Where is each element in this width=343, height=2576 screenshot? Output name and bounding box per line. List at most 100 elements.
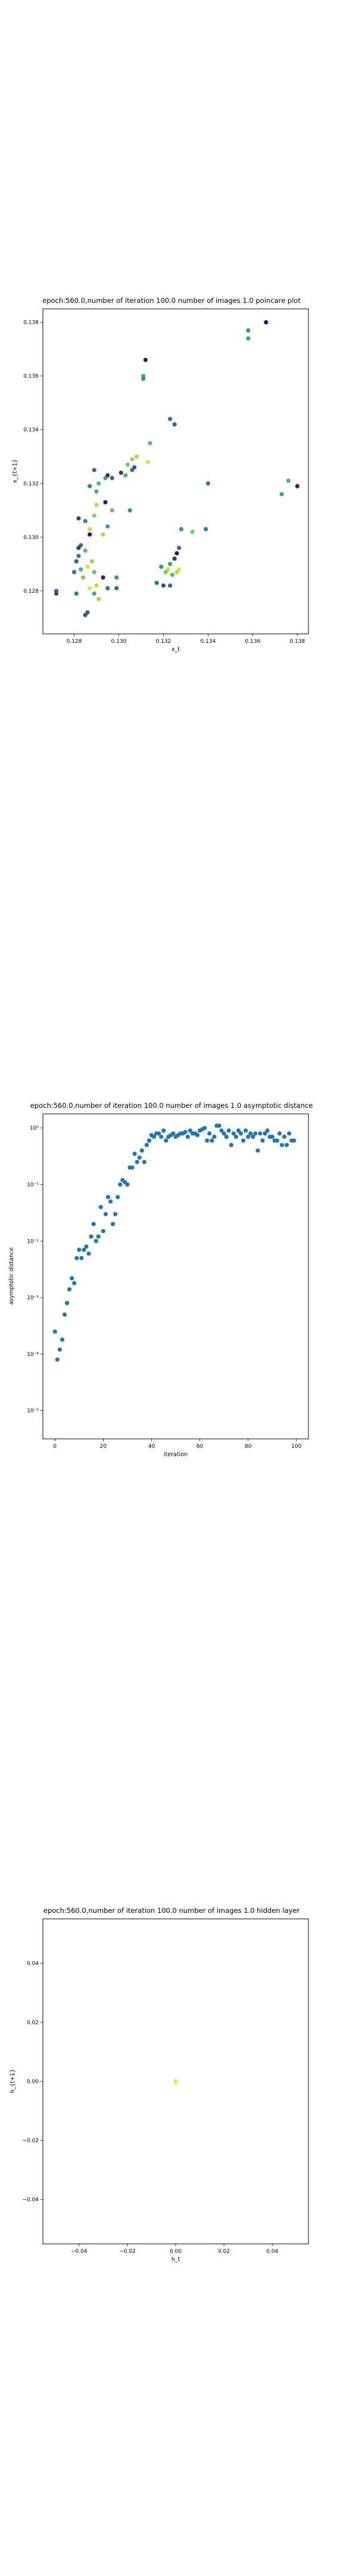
scatter-point <box>207 1131 212 1136</box>
scatter-point <box>114 586 119 591</box>
scatter-point <box>130 457 135 462</box>
scatter-point <box>202 1126 207 1131</box>
y-axis-label: asymptotic distance <box>8 1247 15 1305</box>
scatter-point <box>96 596 101 602</box>
scatter-point <box>292 1138 297 1143</box>
scatter-point <box>264 320 269 325</box>
scatter-point <box>163 569 168 575</box>
points <box>54 320 300 618</box>
scatter-point <box>246 328 251 333</box>
scatter-point <box>222 1131 226 1136</box>
x-tick-label: 0.128 <box>67 639 82 645</box>
y-tick-label: 10⁻⁵ <box>27 1408 39 1414</box>
y-ticks: 0.128 0.130 0.132 0.134 0.136 0.138 <box>23 320 43 595</box>
scatter-point <box>251 1134 255 1139</box>
scatter-point <box>219 1128 224 1133</box>
scatter-point <box>60 1337 65 1342</box>
x-tick-label: 0.138 <box>289 639 305 645</box>
scatter-point <box>258 1131 263 1136</box>
scatter-point <box>248 1131 253 1136</box>
scatter-point <box>55 1357 60 1362</box>
y-tick-label: −0.02 <box>22 2138 39 2144</box>
x-tick-label: 0.136 <box>245 639 260 645</box>
scatter-point <box>137 1155 142 1160</box>
x-tick-label: 80 <box>245 1444 252 1450</box>
scatter-point <box>132 1151 137 1156</box>
x-tick-label: 0.02 <box>218 2249 230 2255</box>
scatter-point <box>64 1301 70 1305</box>
scatter-point <box>238 1131 244 1136</box>
scatter-point <box>110 1222 116 1227</box>
x-tick-label: 100 <box>291 1444 301 1450</box>
x-tick-label: 0.04 <box>266 2249 278 2255</box>
scatter-point <box>134 454 139 459</box>
x-tick-label: −0.02 <box>119 2249 136 2255</box>
scatter-point <box>108 1199 113 1204</box>
scatter-point <box>148 441 152 445</box>
scatter-point <box>82 1247 86 1252</box>
scatter-point <box>143 357 148 363</box>
scatter-point <box>210 1138 214 1143</box>
scatter-point <box>89 559 95 564</box>
y-tick-label: 0.00 <box>27 2079 39 2085</box>
scatter-point <box>83 519 88 524</box>
plot-frame <box>42 308 309 634</box>
y-tick-label: 0.02 <box>27 2020 39 2026</box>
scatter-point <box>105 586 110 591</box>
points <box>173 2079 178 2084</box>
scatter-point <box>94 503 99 507</box>
scatter-point <box>226 1128 231 1133</box>
y-tick-label: −0.04 <box>22 2197 39 2203</box>
x-tick-label: 20 <box>100 1444 107 1450</box>
scatter-point <box>270 1134 275 1139</box>
y-tick-label: 10⁻² <box>27 1239 39 1244</box>
scatter-point <box>85 564 90 569</box>
x-tick-label: 0.134 <box>200 639 216 645</box>
scatter-point <box>101 575 105 580</box>
scatter-point <box>203 527 208 531</box>
scatter-point <box>118 1182 123 1187</box>
scatter-point <box>164 1138 169 1143</box>
poincare-plot: epoch:560.0,number of iteration 100.0 nu… <box>12 296 309 653</box>
scatter-point <box>177 567 182 572</box>
scatter-point <box>205 481 210 486</box>
scatter-point <box>263 1131 267 1136</box>
scatter-point <box>145 460 150 465</box>
scatter-point <box>236 1128 241 1133</box>
scatter-point <box>135 1160 139 1165</box>
scatter-point <box>154 580 159 586</box>
y-tick-label: 10⁻⁴ <box>27 1352 39 1358</box>
scatter-point <box>89 1234 93 1239</box>
y-tick-label: 10⁻¹ <box>27 1182 39 1188</box>
scatter-point <box>246 1134 251 1139</box>
scatter-point <box>88 484 92 488</box>
scatter-point <box>185 1134 190 1139</box>
scatter-point <box>88 532 92 537</box>
scatter-point <box>88 527 92 531</box>
chart-title: epoch:560.0,number of iteration 100.0 nu… <box>42 296 301 305</box>
scatter-point <box>79 567 83 572</box>
scatter-point <box>168 562 173 566</box>
x-ticks: 0 20 40 60 80 100 <box>53 1439 302 1450</box>
scatter-point <box>260 1138 265 1143</box>
scatter-point <box>76 546 81 550</box>
y-tick-label: 0.132 <box>23 481 39 487</box>
scatter-point <box>277 1131 282 1136</box>
scatter-point <box>284 1143 289 1147</box>
scatter-point <box>229 1143 233 1147</box>
x-axis-label: h_t <box>172 2256 180 2263</box>
scatter-point <box>54 591 59 596</box>
scatter-point <box>98 1205 103 1209</box>
y-tick-label: 0.128 <box>23 589 39 595</box>
scatter-point <box>77 1247 82 1252</box>
scatter-point <box>76 516 81 521</box>
scatter-point <box>105 524 110 529</box>
scatter-point <box>92 591 96 596</box>
x-tick-label: 0.130 <box>111 639 127 645</box>
y-axis-label: x_{t+1} <box>12 459 18 483</box>
scatter-point <box>80 575 86 580</box>
scatter-point <box>101 1228 105 1234</box>
chart-title: epoch:560.0,number of iteration 100.0 nu… <box>43 1906 300 1915</box>
x-tick-label: 0.00 <box>170 2249 182 2255</box>
scatter-point <box>96 1234 101 1239</box>
